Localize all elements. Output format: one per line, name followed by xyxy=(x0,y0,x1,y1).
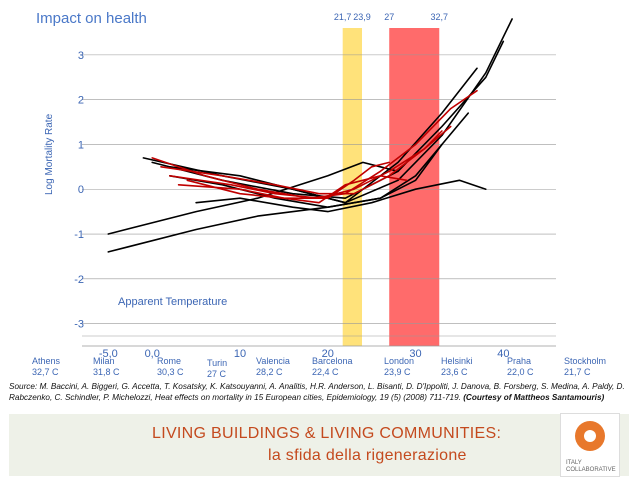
city-temp: 31,8 C xyxy=(93,367,120,377)
x-tick-label: -5,0 xyxy=(99,348,118,360)
city-temp: 22,0 C xyxy=(507,367,534,377)
threshold-label: 32,7 xyxy=(430,12,448,22)
city-name: London xyxy=(384,356,415,366)
city-name: Praha xyxy=(507,356,532,366)
y-tick-label: 2 xyxy=(78,95,84,107)
footer-title: LIVING BUILDINGS & LIVING COMMUNITIES: xyxy=(152,425,502,442)
city-label: Valencia 28,2 C xyxy=(256,356,290,378)
city-name: Athens xyxy=(32,356,61,366)
x-tick-label: 40 xyxy=(497,348,509,360)
city-temp: 27 C xyxy=(207,369,227,379)
x-tick-label: 20 xyxy=(322,348,334,360)
city-label: Stockholm 21,7 C xyxy=(564,356,606,378)
city-temp: 23,6 C xyxy=(441,367,468,377)
footer-banner xyxy=(9,414,629,476)
band-yellow xyxy=(342,28,363,346)
city-label: Turin 27 C xyxy=(207,358,227,380)
threshold-label: 21,7 xyxy=(334,12,352,22)
city-name: Turin xyxy=(207,358,228,368)
flower-logo-icon xyxy=(575,421,605,451)
y-tick-label: 0 xyxy=(78,184,84,196)
series-line-red xyxy=(177,175,408,204)
logo xyxy=(560,413,620,477)
series-line-red xyxy=(169,130,443,199)
x-tick-label: 30 xyxy=(409,348,421,360)
y-tick-label: -1 xyxy=(74,229,84,241)
city-temp: 21,7 C xyxy=(564,367,591,377)
x-axis-label: Apparent Temperature xyxy=(118,296,227,308)
series-line-black xyxy=(151,40,505,199)
city-label: Helsinki 23,6 C xyxy=(441,356,473,378)
source-text: Source: M. Baccini, A. Biggeri, G. Accet… xyxy=(9,382,625,402)
city-name: Barcelona xyxy=(312,356,353,366)
chart-title: Impact on health xyxy=(36,10,147,27)
x-tick-label: 10 xyxy=(234,348,246,360)
source-citation: Source: M. Baccini, A. Biggeri, G. Accet… xyxy=(9,381,629,403)
y-tick-label: 1 xyxy=(78,139,84,151)
series-line-black xyxy=(107,161,399,235)
footer-subtitle: la sfida della rigenerazione xyxy=(268,447,467,464)
y-tick-label: -2 xyxy=(74,274,84,286)
city-name: Helsinki xyxy=(441,356,473,366)
city-label: Milan 31,8 C xyxy=(93,356,120,378)
city-temp: 32,7 C xyxy=(32,367,59,377)
city-name: Rome xyxy=(157,356,182,366)
city-temp: 22,4 C xyxy=(312,367,339,377)
gridlines xyxy=(82,54,556,347)
series-line-red xyxy=(186,161,391,199)
series-line-black xyxy=(169,112,470,208)
y-tick-label: 3 xyxy=(78,50,84,62)
threshold-label: 23,9 xyxy=(353,12,371,22)
x-tick-label: 0,0 xyxy=(145,348,160,360)
city-label: Barcelona 22,4 C xyxy=(312,356,353,378)
logo-text: ITALY COLLABORATIVE xyxy=(566,460,616,473)
city-label: Rome 30,3 C xyxy=(157,356,184,378)
threshold-label: 27 xyxy=(384,12,394,22)
city-temp: 30,3 C xyxy=(157,367,184,377)
series-lines xyxy=(107,18,513,253)
city-name: Valencia xyxy=(256,356,290,366)
series-line-black xyxy=(169,67,478,204)
city-label: Praha 22,0 C xyxy=(507,356,534,378)
city-label: Athens 32,7 C xyxy=(32,356,60,378)
city-name: Stockholm xyxy=(564,356,607,366)
source-credit: (Courtesy of Mattheos Santamouris) xyxy=(463,393,605,402)
city-temp: 23,9 C xyxy=(384,367,411,377)
city-name: Milan xyxy=(93,356,115,366)
city-label: London 23,9 C xyxy=(384,356,414,378)
city-temp: 28,2 C xyxy=(256,367,283,377)
y-tick-label: -3 xyxy=(74,319,84,331)
